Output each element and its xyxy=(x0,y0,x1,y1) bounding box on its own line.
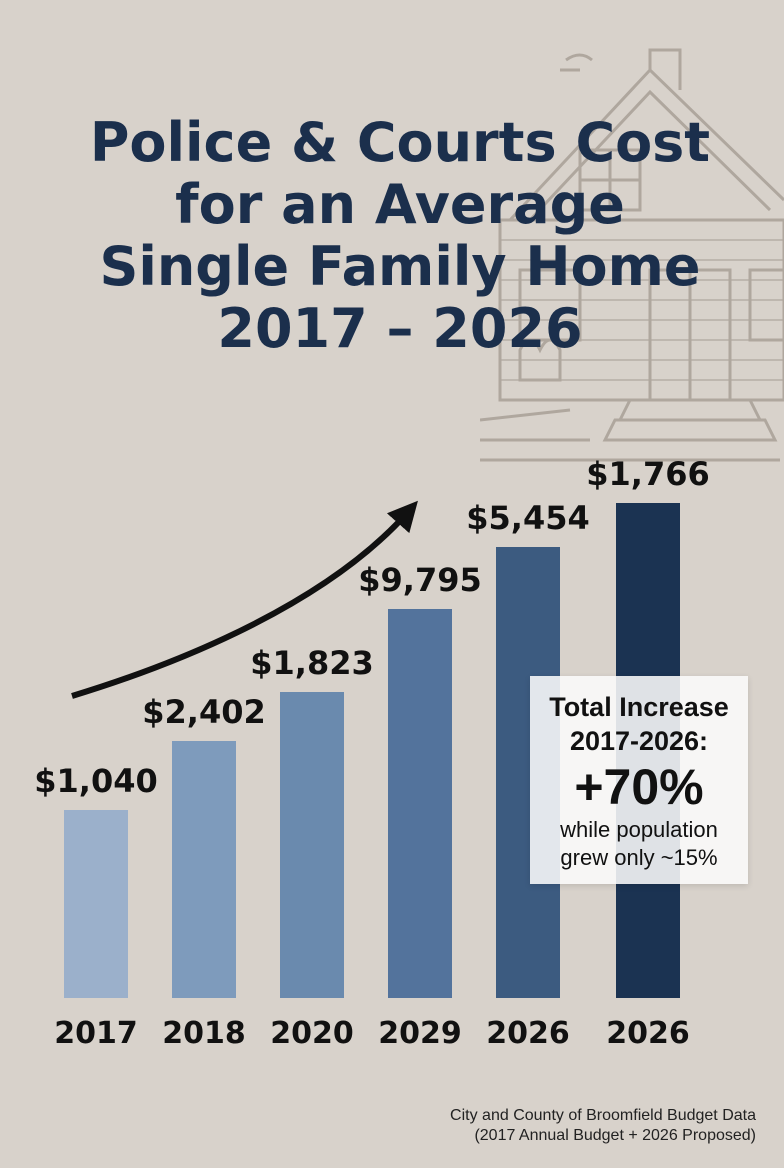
callout-range: 2017-2026: xyxy=(569,726,709,756)
total-increase-callout: Total Increase 2017-2026: +70% while pop… xyxy=(530,676,748,884)
value-label-4: $5,454 xyxy=(466,499,589,537)
callout-note-line-1: while population xyxy=(560,817,718,842)
source-note: City and County of Broomfield Budget Dat… xyxy=(450,1106,756,1146)
title-line-2: for an Average xyxy=(175,173,625,236)
callout-percent: +70% xyxy=(574,759,704,815)
category-label-5: 2026 xyxy=(606,1016,690,1051)
bar-2 xyxy=(280,692,344,998)
bar-1 xyxy=(172,741,236,998)
callout-heading: Total Increase xyxy=(549,692,729,722)
bar-0 xyxy=(64,810,128,998)
source-line-1: City and County of Broomfield Budget Dat… xyxy=(450,1107,756,1124)
category-label-2: 2020 xyxy=(270,1016,354,1051)
title-line-4: 2017 – 2026 xyxy=(217,297,583,360)
title-line-3: Single Family Home xyxy=(99,235,701,298)
value-label-3: $9,795 xyxy=(358,561,481,599)
value-label-2: $1,823 xyxy=(250,644,373,682)
value-label-1: $2,402 xyxy=(142,693,265,731)
callout-note-line-2: grew only ~15% xyxy=(560,845,718,870)
title-line-1: Police & Courts Cost xyxy=(89,111,711,174)
category-label-1: 2018 xyxy=(162,1016,246,1051)
source-line-2: (2017 Annual Budget + 2026 Proposed) xyxy=(474,1127,756,1144)
category-label-3: 2029 xyxy=(378,1016,462,1051)
value-label-5: $1,766 xyxy=(586,455,709,493)
trend-arrow-icon xyxy=(71,500,418,699)
category-label-0: 2017 xyxy=(54,1016,138,1051)
bar-3 xyxy=(388,609,452,998)
value-label-0: $1,040 xyxy=(34,762,157,800)
house-sketch-icon xyxy=(480,48,784,462)
category-label-4: 2026 xyxy=(486,1016,570,1051)
chart-title: Police & Courts Cost for an Average Sing… xyxy=(40,112,760,360)
